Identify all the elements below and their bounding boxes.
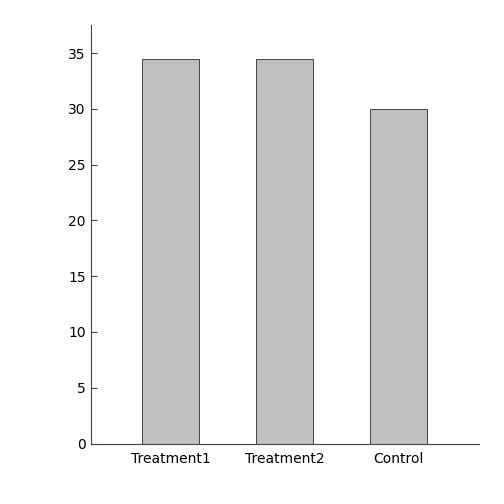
- Bar: [370, 109, 427, 444]
- Bar: [142, 58, 199, 444]
- Bar: [256, 58, 313, 444]
